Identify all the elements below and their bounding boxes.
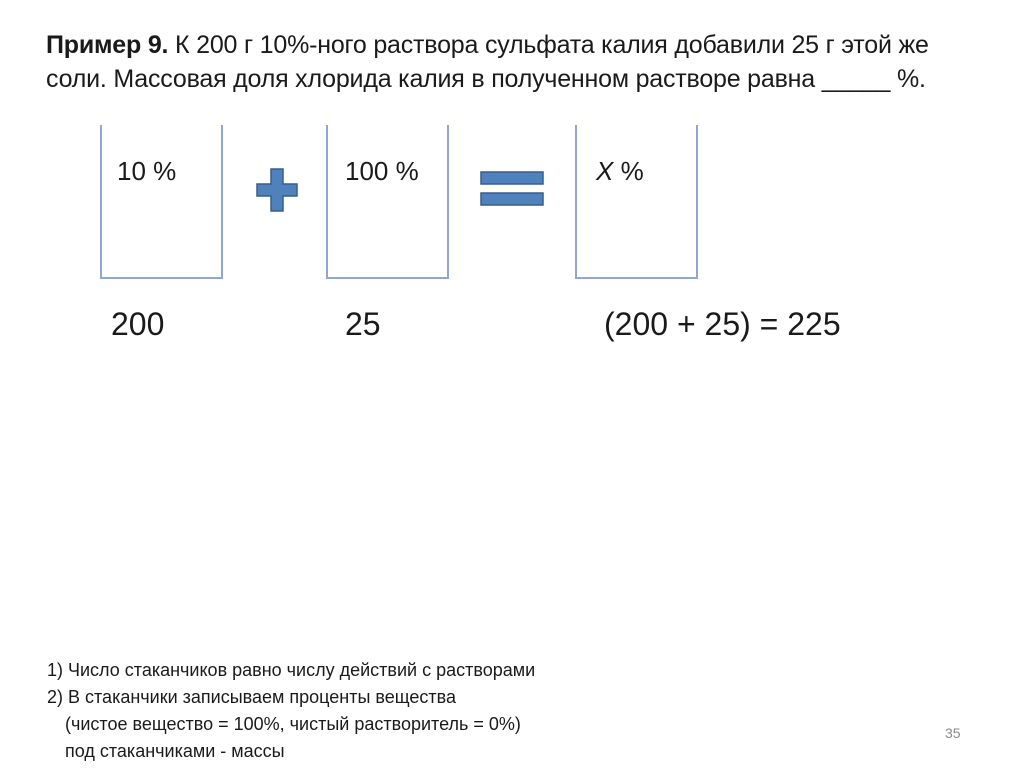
note-item: 1) Число стаканчиков равно числу действи… xyxy=(47,660,536,680)
plus-icon xyxy=(256,168,298,212)
beaker-3 xyxy=(575,125,698,279)
beaker-3-unit: % xyxy=(613,156,644,186)
beaker-2-mass: 25 xyxy=(345,306,381,342)
equals-icon xyxy=(480,171,544,206)
beaker-2-label: 100 % xyxy=(345,156,419,186)
problem-statement: Пример 9. К 200 г 10%-ного раствора суль… xyxy=(46,28,996,96)
problem-text-line1: К 200 г 10%-ного раствора сульфата калия… xyxy=(168,31,929,59)
example-label: Пример 9. xyxy=(46,31,169,59)
beaker-3-label: X % xyxy=(596,156,644,187)
beaker-1-label: 10 % xyxy=(117,156,177,186)
page-number: 35 xyxy=(945,725,961,741)
problem-text-line2: соли. Массовая доля хлорида калия в полу… xyxy=(46,65,926,93)
beaker-3-mass: (200 + 25) = 225 xyxy=(604,306,841,342)
notes-list: 1) Число стаканчиков равно числу действи… xyxy=(47,657,535,765)
beaker-3-variable: X xyxy=(596,156,614,186)
beaker-1-mass: 200 xyxy=(111,306,165,342)
note-item: 2) В стаканчики записываем проценты веще… xyxy=(47,687,457,707)
note-item: (чистое вещество = 100%, чистый раствори… xyxy=(65,714,521,734)
beaker-1 xyxy=(100,125,223,279)
beaker-2 xyxy=(326,125,449,279)
note-item: под стаканчиками - массы xyxy=(65,741,285,761)
